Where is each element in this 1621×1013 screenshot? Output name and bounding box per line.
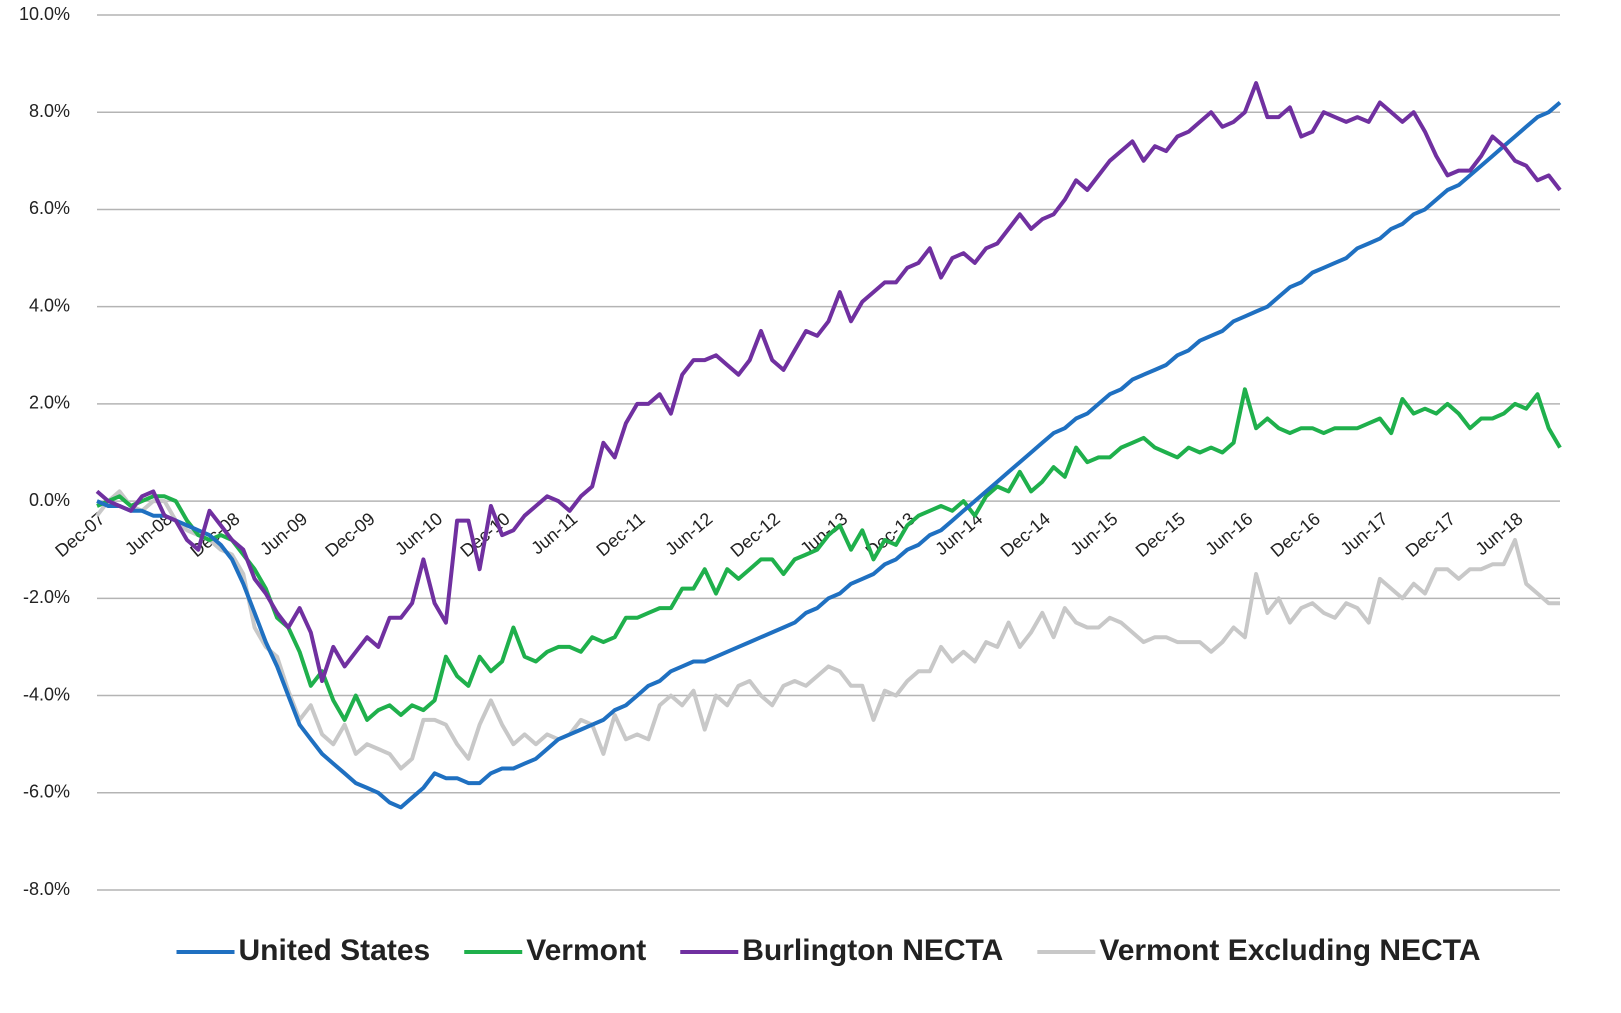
x-tick-label: Jun-17	[1337, 508, 1392, 559]
x-tick-label: Dec-11	[593, 508, 649, 560]
x-tick-label: Jun-11	[527, 508, 581, 558]
y-tick-label: 10.0%	[19, 4, 70, 24]
y-tick-label: -4.0%	[23, 684, 70, 704]
x-tick-label: Jun-12	[661, 508, 716, 559]
series-line	[96, 100, 1562, 810]
x-tick-label: Dec-17	[1402, 508, 1459, 561]
y-tick-label: 4.0%	[29, 295, 70, 315]
y-tick-label: 2.0%	[29, 393, 70, 413]
legend: United States Vermont Burlington NECTA Verm…	[176, 934, 1480, 967]
legend-label: Vermont	[526, 934, 646, 967]
y-tick-label: -8.0%	[23, 879, 70, 899]
x-tick-label: Dec-15	[1132, 508, 1189, 561]
legend-label: United States	[239, 934, 431, 967]
legend-label: Burlington NECTA	[742, 934, 1003, 967]
x-tick-label: Jun-10	[391, 508, 446, 559]
x-tick-label: Dec-16	[1267, 508, 1324, 561]
y-tick-label: -6.0%	[23, 782, 70, 802]
series-line	[95, 489, 1560, 771]
x-tick-label: Dec-07	[51, 508, 108, 561]
x-tick-label: Jun-16	[1201, 508, 1256, 559]
x-tick-label: Dec-12	[727, 508, 784, 561]
y-tick-label: 0.0%	[29, 490, 70, 510]
x-tick-label: Dec-14	[997, 508, 1054, 561]
legend-label: Vermont Excluding NECTA	[1099, 934, 1480, 967]
series-line	[96, 387, 1562, 722]
series-line	[95, 81, 1562, 683]
y-tick-label: 6.0%	[29, 198, 70, 218]
x-tick-label: Dec-09	[321, 508, 378, 561]
y-tick-label: -2.0%	[23, 587, 70, 607]
x-tick-label: Jun-15	[1066, 508, 1121, 559]
y-tick-label: 8.0%	[29, 101, 70, 121]
x-tick-label: Jun-09	[256, 508, 311, 559]
